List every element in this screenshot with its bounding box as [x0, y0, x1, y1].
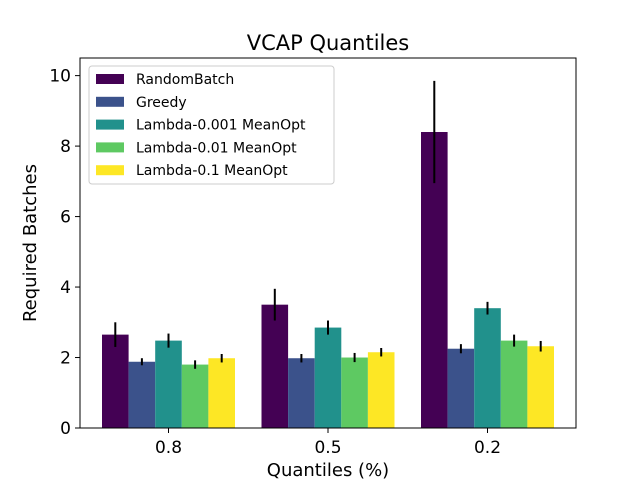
bar-lambda-0-01-meanopt-0-5: [341, 357, 368, 428]
x-tick-label: 0.5: [314, 438, 341, 458]
legend: RandomBatch Greedy Lambda-0.001 MeanOpt Lam…: [88, 65, 335, 185]
bar-lambda-0-001-meanopt-0-8: [155, 340, 182, 428]
legend-swatch-greedy: [96, 96, 124, 107]
bar-lambda-0-1-meanopt-0-8: [208, 358, 235, 428]
legend-swatch-lambda-0-01-meanopt: [96, 142, 124, 153]
legend-label-lambda-0-01-meanopt: Lambda-0.01 MeanOpt: [136, 140, 297, 156]
x-tick-label: 0.2: [474, 438, 501, 458]
error-bars-group: [114, 80, 542, 369]
bar-randombatch-0-5: [261, 304, 289, 428]
bars-group: [102, 132, 554, 428]
y-tick-label: 0: [60, 419, 71, 439]
legend-box: [88, 65, 335, 185]
y-tick-label: 8: [60, 137, 71, 157]
bar-greedy-0-2: [447, 348, 475, 428]
x-axis-label: Quantiles (%): [267, 460, 389, 480]
bar-lambda-0-01-meanopt-0-2: [500, 340, 528, 428]
y-axis: 0 2 4 6 8 10: [49, 67, 80, 439]
bar-lambda-0-001-meanopt-0-2: [474, 308, 501, 428]
bar-lambda-0-001-meanopt-0-5: [314, 327, 342, 428]
y-axis-label: Required Batches: [20, 164, 41, 322]
legend-label-lambda-0-001-meanopt: Lambda-0.001 MeanOpt: [136, 118, 306, 134]
legend-label-lambda-0-1-meanopt: Lambda-0.1 MeanOpt: [136, 163, 288, 179]
x-axis: 0.8 0.5 0.2: [155, 428, 501, 458]
y-tick-label: 2: [60, 349, 71, 369]
legend-label-greedy: Greedy: [136, 95, 187, 111]
bar-lambda-0-01-meanopt-0-8: [181, 364, 209, 428]
legend-swatch-lambda-0-001-meanopt: [96, 119, 124, 130]
y-tick-label: 6: [60, 208, 71, 228]
y-tick-label: 4: [60, 278, 71, 298]
chart-title: VCAP Quantiles: [247, 31, 410, 55]
bar-greedy-0-5: [288, 358, 315, 428]
x-tick-label: 0.8: [155, 438, 182, 458]
legend-swatch-randombatch: [96, 74, 124, 84]
bar-randombatch-0-8: [102, 334, 129, 428]
legend-swatch-lambda-0-1-meanopt: [96, 165, 124, 176]
legend-label-randombatch: RandomBatch: [136, 72, 234, 88]
bar-greedy-0-8: [128, 361, 156, 428]
bar-lambda-0-1-meanopt-0-5: [367, 352, 395, 428]
y-tick-label: 10: [49, 67, 71, 87]
bar-lambda-0-1-meanopt-0-2: [527, 346, 554, 428]
